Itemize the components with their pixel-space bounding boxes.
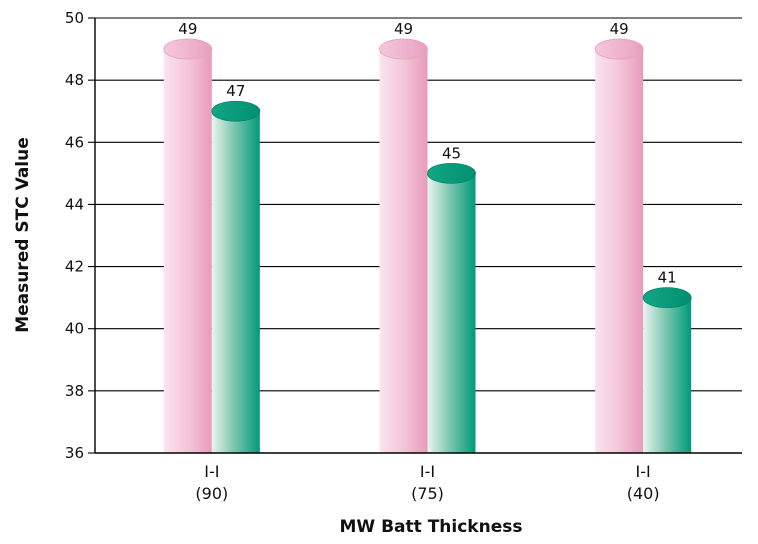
y-tick-label: 48 bbox=[65, 71, 84, 89]
bars bbox=[163, 38, 692, 453]
data-labels: 49 47 49 45 49 41 bbox=[178, 20, 676, 287]
x-tick-label-line2: (90) bbox=[195, 484, 228, 503]
bar-series-2 bbox=[427, 162, 476, 453]
data-label: 47 bbox=[226, 82, 245, 100]
y-tick-label: 42 bbox=[65, 258, 84, 276]
bar-series-2 bbox=[642, 287, 692, 453]
y-tick-label: 36 bbox=[65, 444, 84, 462]
x-axis-title: MW Batt Thickness bbox=[340, 517, 523, 537]
bar-series-1 bbox=[379, 38, 428, 453]
x-tick-label-line1: I-I bbox=[204, 462, 219, 481]
x-tick-label-line1: I-I bbox=[636, 462, 651, 481]
data-label: 49 bbox=[610, 20, 629, 38]
x-tick-labels: I-I (90) I-I (75) I-I (40) bbox=[195, 462, 659, 503]
y-tick-label: 40 bbox=[65, 320, 84, 338]
y-tick-label: 50 bbox=[65, 9, 84, 27]
bar-series-1 bbox=[594, 38, 644, 453]
data-label: 49 bbox=[178, 20, 197, 38]
x-tick-label-line1: I-I bbox=[420, 462, 435, 481]
bar-series-1 bbox=[163, 38, 213, 453]
x-tick-label-line2: (75) bbox=[411, 484, 444, 503]
bar-series-2 bbox=[211, 100, 261, 453]
data-label: 45 bbox=[442, 144, 461, 162]
x-tick-label-line2: (40) bbox=[627, 484, 660, 503]
y-tick-label: 44 bbox=[65, 195, 84, 213]
y-axis-title: Measured STC Value bbox=[13, 137, 33, 333]
y-tick-labels: 36 38 40 42 44 46 48 50 bbox=[65, 9, 95, 462]
y-tick-label: 38 bbox=[65, 382, 84, 400]
data-label: 49 bbox=[394, 20, 413, 38]
y-tick-label: 46 bbox=[65, 133, 84, 151]
data-label: 41 bbox=[658, 269, 677, 287]
